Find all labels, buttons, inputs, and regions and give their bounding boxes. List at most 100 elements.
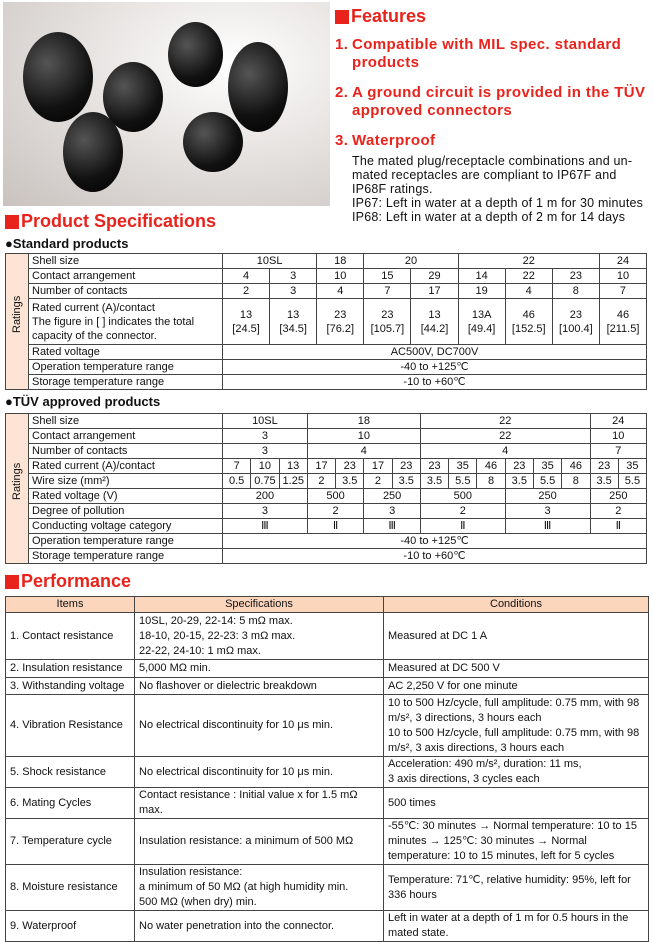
condition-cell: Acceleration: 490 m/s², duration: 11 ms,… [383,756,649,788]
spec-cell: 500 [419,488,506,504]
ratings-label: Ratings [5,413,29,564]
spec-row: Operation temperature range -40 to +125℃ [6,533,648,549]
spec-cell: 35 [617,458,648,474]
ratings-text: Ratings [11,462,23,500]
table-row: 1. Contact resistance 10SL, 20-29, 22-14:… [5,612,649,660]
spec-row: Rated voltage (V) 200 500 250 500 250 250 [6,488,648,504]
spec-cell: 3 [222,503,308,519]
spec-row: Rated voltage AC500V, DC700V [6,344,648,360]
spec-cell: 0.5 [221,473,252,489]
spec-cell: 2 [306,473,337,489]
specification-cell: No electrical discontinuity for 10 μs mi… [134,694,384,757]
spec-cell: 3.5 [589,473,619,489]
spec-cell: 5.5 [532,473,563,489]
condition-cell: Temperature: 71℃, relative humidity: 95%… [383,864,649,911]
spec-cell: Ⅲ [222,518,308,534]
table-row: 6. Mating Cycles Contact resistance : Ini… [5,787,649,819]
spec-cell: 13 [44.2] [410,298,459,345]
table-row: 3. Withstanding voltage No flashover or d… [5,677,649,695]
spec-cell: 22 [504,268,553,284]
spec-cell: 23 [419,458,450,474]
spec-cell: 8 [476,473,506,489]
spec-cell: Ⅲ [363,518,421,534]
spec-cell: 8 [561,473,591,489]
table-row: 2. Insulation resistance 5,000 MΩ min. Mea… [5,659,649,678]
spec-cell: 14 [457,268,506,284]
row-label: Rated voltage [28,344,223,360]
spec-cell: 17 [306,458,337,474]
spec-row: Contact arrangement 4 3 10 15 29 14 22 23 10 [6,268,648,284]
feature-number: 2. [335,84,349,101]
condition-cell: -55℃: 30 minutes → Normal temperature: 1… [383,818,649,865]
spec-cell: 7 [221,458,252,474]
row-label: Contact arrangement [28,428,223,444]
spec-cell: 35 [448,458,478,474]
spec-cell: 17 [410,283,459,299]
performance-heading: Performance [5,571,131,592]
row-label: Operation temperature range [28,359,223,375]
condition-cell: 500 times [383,787,649,819]
spec-cell: 13A [49.4] [457,298,506,345]
spec-cell: 7 [589,443,648,459]
table-row: 9. Waterproof No water penetration into t… [5,910,649,942]
spec-row: Storage temperature range -10 to +60℃ [6,374,648,390]
spec-cell: 250 [504,488,591,504]
spec-cell: 8 [551,283,600,299]
ratings-label: Ratings [5,253,29,390]
spec-cell: 23 [589,458,619,474]
spec-cell: 22 [457,253,600,269]
spec-cell: 4 [306,443,421,459]
table-row: 8. Moisture resistance Insulation resista… [5,864,649,911]
spec-cell: Ⅲ [504,518,591,534]
spec-cell: 250 [363,488,421,504]
features-heading: Features [335,6,426,27]
spec-cell: 10 [306,428,421,444]
row-label: Shell size [28,253,223,269]
spec-cell: Ⅱ [589,518,648,534]
spec-cell: 2 [221,283,271,299]
spec-cell: 3 [269,283,318,299]
item-cell: 3. Withstanding voltage [5,677,135,695]
row-label: Shell size [28,413,223,429]
spec-cell: 4 [316,283,365,299]
spec-cell: 5.5 [448,473,478,489]
spec-cell: 13 [278,458,308,474]
row-label: Operation temperature range [28,533,223,549]
spec-row: Number of contacts 3 4 4 7 [6,443,648,459]
item-cell: 2. Insulation resistance [5,659,135,678]
spec-cell: 23 [391,458,421,474]
row-label: Number of contacts [28,283,223,299]
spec-cell: 2 [363,473,393,489]
spec-row: Number of contacts 2 3 4 7 17 19 4 8 7 [6,283,648,299]
spec-cell: 17 [363,458,393,474]
spec-row: Storage temperature range -10 to +60℃ [6,548,648,564]
item-cell: 1. Contact resistance [5,612,135,660]
feature-title: Compatible with MIL spec. standard produ… [352,36,622,71]
spec-cell: 3.5 [419,473,450,489]
specification-cell: Insulation resistance: a minimum of 50 M… [134,864,384,911]
standard-products-heading: ●Standard products [5,236,129,251]
specification-cell: Insulation resistance: a minimum of 500 … [134,818,384,865]
spec-cell: 23 [105.7] [363,298,412,345]
spec-row: Rated current (A)/contact The figure in … [6,298,648,345]
spec-cell: AC500V, DC700V [221,344,648,360]
standard-products-table: Ratings Shell size 10SL 18 20 22 24 Contact arr… [5,253,648,390]
header-row: Items Specifications Conditions [5,596,649,613]
product-specifications-heading: Product Specifications [5,211,216,232]
tuv-products-heading: ●TÜV approved products [5,394,161,409]
spec-cell: 3 [363,503,421,519]
spec-cell: 200 [222,488,308,504]
spec-cell: -40 to +125℃ [221,359,648,375]
column-header: Specifications [134,596,384,613]
spec-cell: 23 [504,458,534,474]
row-label: Wire size (mm²) [28,473,223,489]
item-cell: 7. Temperature cycle [5,818,135,865]
spec-row: Contact arrangement 3 10 22 10 [6,428,648,444]
spec-cell: 46 [211.5] [598,298,648,345]
spec-row: Rated current (A)/contact 7 10 13 17 23 17 23 23… [6,458,648,474]
spec-cell: 4 [419,443,591,459]
spec-cell: 4 [504,283,553,299]
spec-cell: 10SL [222,413,308,429]
item-cell: 5. Shock resistance [5,756,135,788]
row-label: Contact arrangement [28,268,223,284]
